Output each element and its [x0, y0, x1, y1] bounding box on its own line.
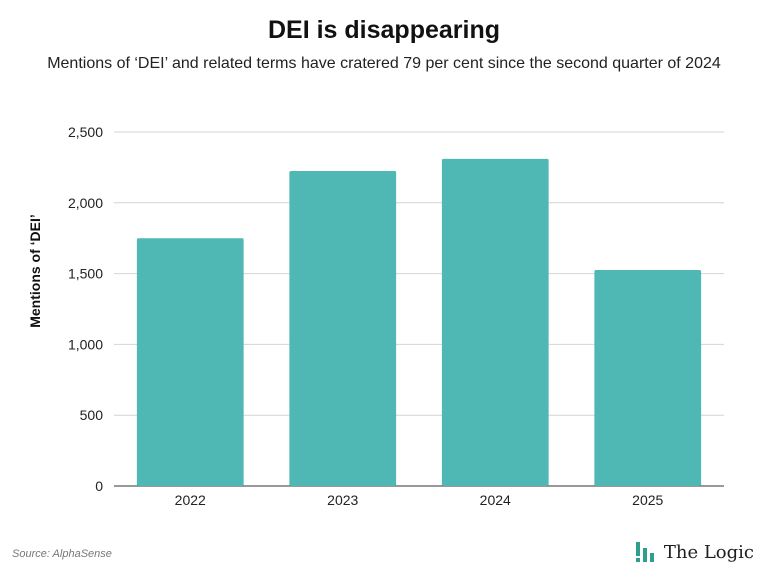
chart-subtitle: Mentions of ‘DEI’ and related terms have…	[47, 55, 721, 72]
bar-2023	[289, 170, 397, 486]
y-tick-label: 2,500	[68, 124, 103, 140]
x-tick-label: 2024	[480, 492, 511, 508]
brand-name: The Logic	[663, 541, 754, 563]
bar-2022	[136, 238, 244, 486]
source-note: Source: AlphaSense	[12, 548, 112, 560]
y-tick-label: 500	[80, 407, 104, 423]
x-tick-label: 2023	[327, 492, 358, 508]
bar-chart-logo-icon	[635, 542, 654, 562]
y-tick-label: 0	[95, 478, 103, 494]
chart-title: DEI is disappearing	[267, 16, 500, 44]
bar-2025	[594, 270, 702, 486]
brand-logo: The Logic	[635, 541, 754, 563]
x-tick-label: 2022	[175, 492, 206, 508]
x-axis-ticks: 2022 2023 2024 2025	[175, 492, 664, 508]
bars	[136, 158, 702, 487]
y-axis-ticks: 0 500 1,000 1,500 2,000 2,500	[68, 124, 103, 494]
y-tick-label: 1,000	[68, 336, 103, 352]
y-axis-label: Mentions of ‘DEI’	[27, 214, 43, 328]
y-tick-label: 2,000	[68, 195, 103, 211]
y-tick-label: 1,500	[68, 266, 103, 282]
x-tick-label: 2025	[632, 492, 663, 508]
bar-2024	[441, 158, 549, 487]
